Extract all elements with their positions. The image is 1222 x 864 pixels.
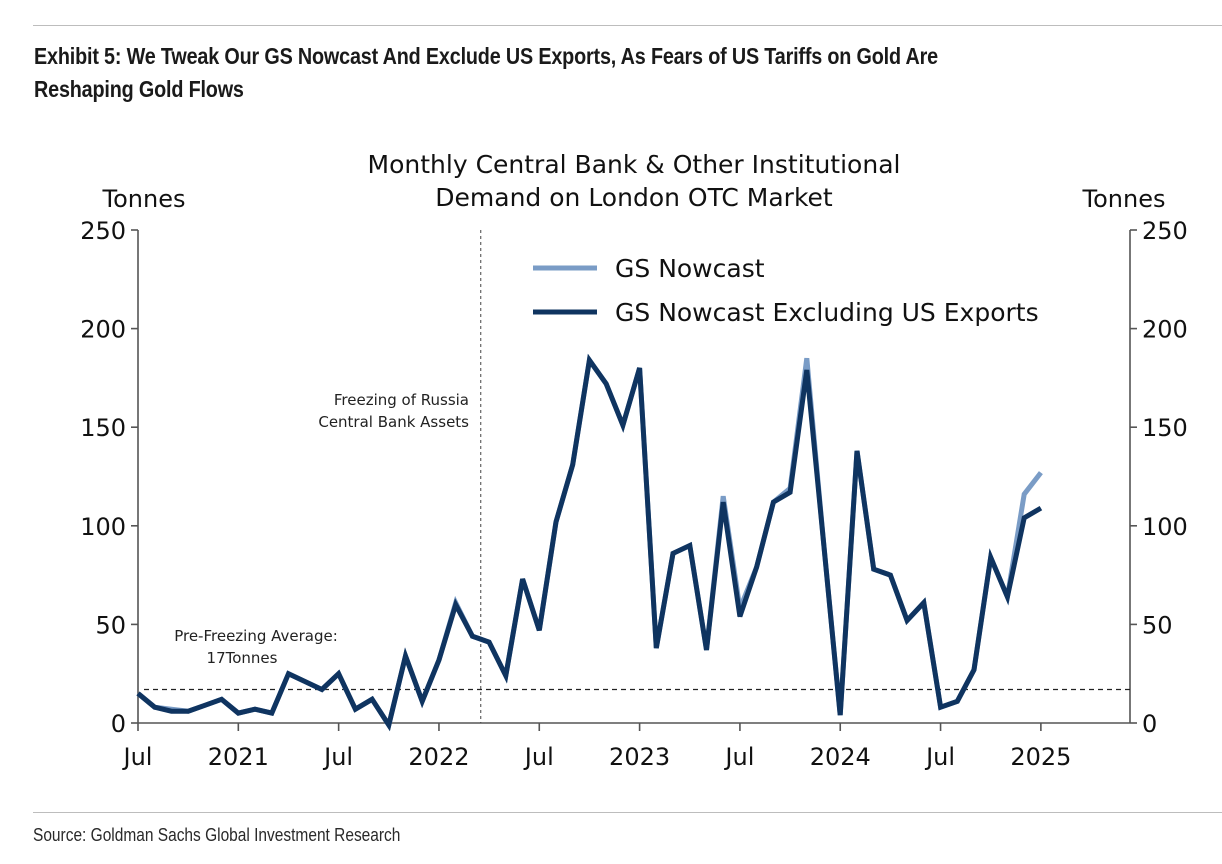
y-tick-label-left: 200	[80, 316, 126, 344]
y-tick-label-right: 0	[1142, 710, 1157, 738]
x-tick-label: 2023	[609, 743, 670, 771]
x-tick-label: Jul	[723, 743, 754, 771]
x-tick-label: Jul	[322, 743, 353, 771]
y-tick-label-right: 200	[1142, 316, 1188, 344]
y-tick-label-right: 250	[1142, 217, 1188, 245]
y-tick-label-right: 50	[1142, 611, 1173, 639]
x-tick-label: 2022	[408, 743, 469, 771]
x-tick-label: 2021	[208, 743, 269, 771]
russia-freeze-label-line-2: Central Bank Assets	[318, 413, 469, 431]
x-tick-label: Jul	[924, 743, 955, 771]
pre-freezing-label-line-2: 17Tonnes	[207, 649, 278, 667]
x-tick-label: Jul	[122, 743, 153, 771]
source-note: Source: Goldman Sachs Global Investment …	[33, 825, 401, 845]
x-tick-label: 2025	[1010, 743, 1071, 771]
y-axis-left-title: Tonnes	[102, 185, 186, 213]
x-tick-label: Jul	[523, 743, 554, 771]
y-tick-label-right: 100	[1142, 513, 1188, 541]
y-tick-label-right: 150	[1142, 414, 1188, 442]
pre-freezing-label-line-1: Pre-Freezing Average:	[174, 627, 338, 645]
legend-label-gs-nowcast: GS Nowcast	[615, 254, 765, 283]
chart-title-line-2: Demand on London OTC Market	[435, 183, 833, 212]
y-tick-label-left: 50	[95, 611, 126, 639]
bottom-divider	[33, 812, 1222, 813]
y-axis-right-title: Tonnes	[1082, 185, 1166, 213]
y-tick-label-left: 100	[80, 513, 126, 541]
series-line-gs-nowcast	[136, 353, 1043, 732]
x-tick-label: 2024	[810, 743, 871, 771]
top-divider	[33, 25, 1222, 26]
exhibit-title: Exhibit 5: We Tweak Our GS Nowcast And E…	[34, 43, 938, 102]
y-tick-label-left: 250	[80, 217, 126, 245]
y-tick-label-left: 0	[111, 710, 126, 738]
y-tick-label-left: 150	[80, 414, 126, 442]
legend-label-gs-nowcast-ex-us: GS Nowcast Excluding US Exports	[615, 298, 1039, 327]
russia-freeze-label-line-1: Freezing of Russia	[334, 391, 469, 409]
series-line-gs-nowcast-ex-us	[136, 353, 1043, 732]
chart-title-line-1: Monthly Central Bank & Other Institution…	[368, 150, 901, 179]
